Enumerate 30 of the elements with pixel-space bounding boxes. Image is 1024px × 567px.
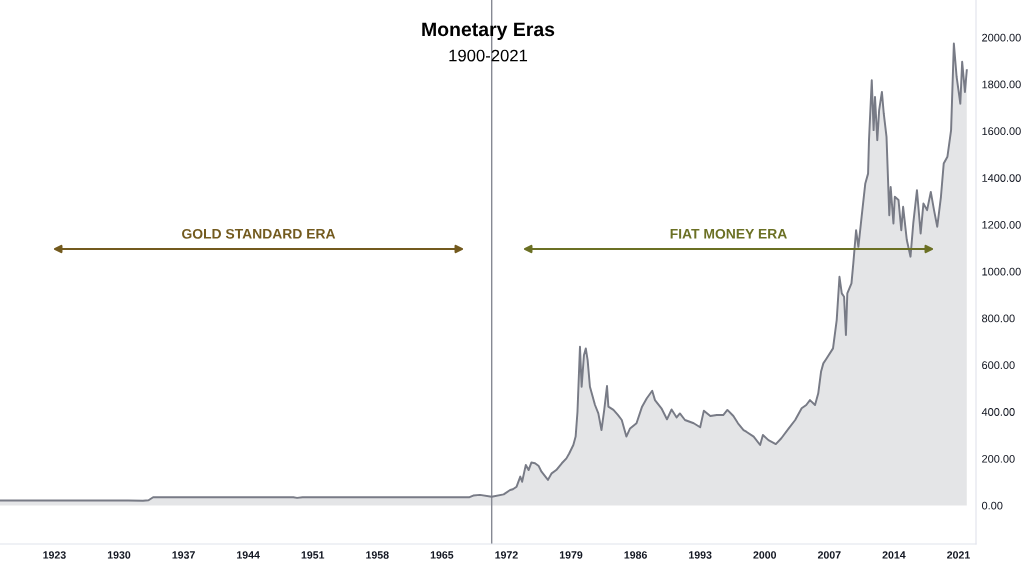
x-tick-label: 1979 <box>559 551 583 559</box>
y-tick-label: 1800.00 <box>982 80 1021 89</box>
annotation: GOLD STANDARD ERA <box>182 228 336 239</box>
x-tick-label: 1965 <box>430 551 454 559</box>
x-tick-label: 2014 <box>882 551 906 559</box>
y-tick-label: 2000.00 <box>982 33 1021 42</box>
y-tick-label: 1600.00 <box>982 127 1021 136</box>
y-tick-label: 1200.00 <box>982 220 1021 229</box>
y-tick-label: 800.00 <box>982 314 1015 323</box>
y-tick-label: 200.00 <box>982 454 1015 463</box>
text: Monetary Eras <box>422 22 555 41</box>
x-tick-label: 1972 <box>495 551 518 559</box>
x-tick-label: 2007 <box>817 551 841 559</box>
x-tick-label: 1993 <box>689 551 712 559</box>
y-tick-label: 0.00 <box>981 501 1003 510</box>
x-tick-label: 1923 <box>43 551 66 559</box>
x-tick-label: 1958 <box>366 551 389 559</box>
y-tick-label: 600.00 <box>982 361 1015 370</box>
y-tick-label: 1000.00 <box>982 267 1021 276</box>
x-tick-label: 2000 <box>753 551 777 559</box>
x-tick-label: 1986 <box>624 551 647 559</box>
x-tick-label: 2021 <box>947 551 970 559</box>
y-tick-label: 1400.00 <box>982 174 1021 182</box>
y-tick-label: 400.00 <box>981 408 1015 416</box>
annotation: FIAT MONEY ERA <box>670 228 787 239</box>
x-tick-label: 1944 <box>237 551 260 559</box>
text: 1900-2021 <box>449 49 528 62</box>
x-tick-label: 1937 <box>172 551 195 559</box>
x-tick-label: 1930 <box>107 551 131 559</box>
x-tick-label: 1951 <box>301 551 325 559</box>
